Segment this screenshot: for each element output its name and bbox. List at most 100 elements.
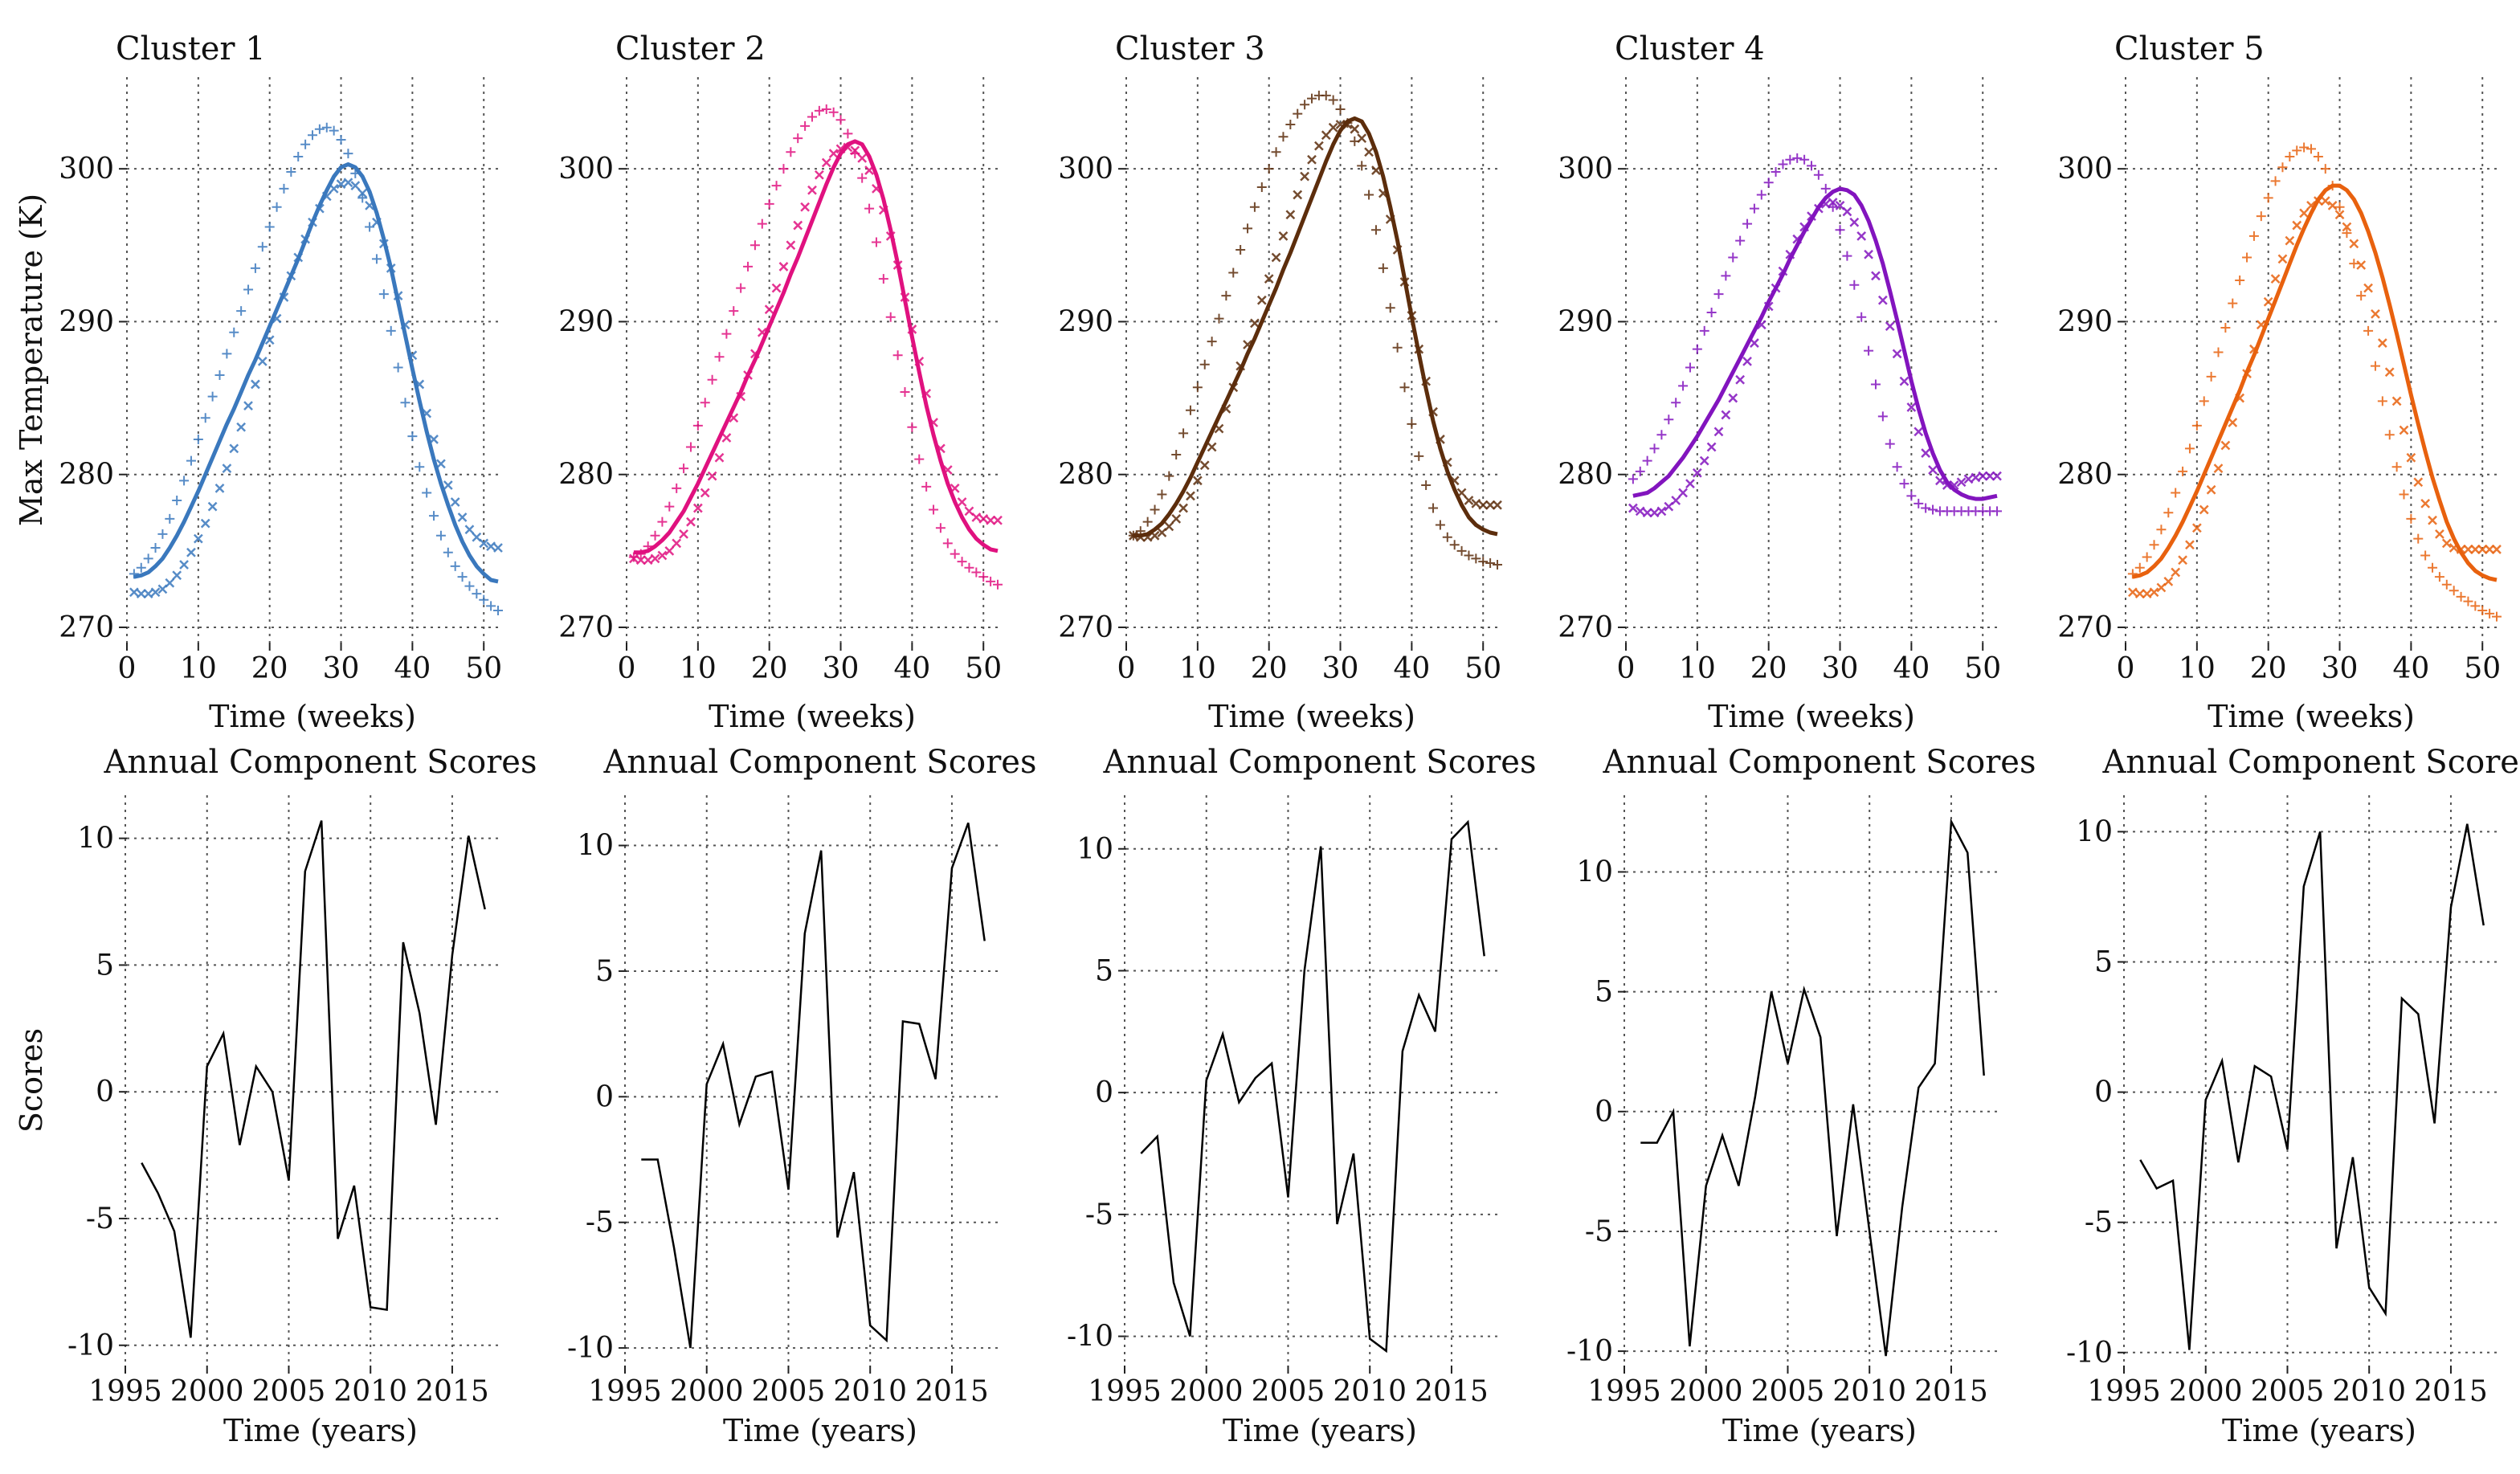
- plus-marker: [2199, 396, 2209, 406]
- plus-marker: [2171, 488, 2181, 498]
- plus-marker: [736, 283, 746, 293]
- x-marker: [179, 560, 189, 570]
- plus-marker: [707, 374, 717, 385]
- plus-marker: [1464, 550, 1474, 561]
- plus-marker: [1171, 449, 1182, 459]
- x-marker: [814, 169, 824, 180]
- x-marker: [2213, 463, 2224, 473]
- x-marker: [1871, 271, 1881, 281]
- x-marker: [1178, 503, 1188, 513]
- plus-marker: [1150, 504, 1160, 515]
- x-tick-label: 2010: [833, 1375, 907, 1408]
- plus-marker: [400, 398, 410, 408]
- x-tick-label: 30: [1822, 652, 1859, 685]
- plus-marker: [1899, 479, 1909, 489]
- plus-marker: [1721, 271, 1731, 281]
- x-marker: [2384, 367, 2395, 378]
- x-marker: [1885, 321, 1895, 332]
- y-tick-label: 0: [96, 1076, 114, 1109]
- y-tick-label: -10: [1566, 1335, 1613, 1368]
- plus-marker: [929, 504, 939, 515]
- plus-marker: [721, 329, 732, 339]
- x-marker: [1186, 491, 1195, 501]
- plus-marker: [1357, 161, 1367, 171]
- plus-marker: [229, 327, 239, 337]
- x-tick-label: 0: [1617, 652, 1636, 685]
- plus-marker: [186, 455, 196, 466]
- x-marker: [1128, 530, 1138, 541]
- plus-marker: [2384, 430, 2395, 440]
- x-marker: [2178, 555, 2187, 566]
- plus-marker: [1378, 263, 1388, 273]
- plus-marker: [2142, 552, 2152, 562]
- plus-marker: [1228, 267, 1239, 278]
- x-tick-label: 2010: [2332, 1375, 2406, 1408]
- plus-marker: [1271, 147, 1281, 157]
- x-marker: [1328, 122, 1338, 133]
- x-marker: [1649, 508, 1660, 518]
- plus-marker: [415, 462, 425, 472]
- plus-marker: [279, 183, 289, 194]
- plus-marker: [1243, 223, 1253, 234]
- y-tick-label: 5: [1095, 954, 1113, 987]
- plus-marker: [700, 398, 710, 408]
- x-marker: [150, 587, 161, 598]
- plus-marker: [1877, 411, 1888, 422]
- x-marker: [778, 262, 789, 272]
- plus-marker: [1414, 451, 1424, 461]
- plus-marker: [1921, 503, 1931, 513]
- plus-marker: [2463, 596, 2473, 606]
- x-tick-label: 1995: [588, 1375, 662, 1408]
- x-tick-label: 2015: [1914, 1375, 1988, 1408]
- x-marker: [1357, 133, 1367, 143]
- x-tick-label: 1995: [2087, 1375, 2161, 1408]
- x-marker: [214, 483, 225, 493]
- plus-marker: [1835, 225, 1845, 235]
- x-marker: [450, 497, 460, 507]
- plus-marker: [2363, 325, 2374, 336]
- x-marker: [2134, 589, 2145, 598]
- x-marker: [1278, 231, 1289, 241]
- score-line: [641, 822, 986, 1349]
- y-tick-label: 5: [2094, 945, 2113, 978]
- plus-marker: [1842, 251, 1852, 261]
- plus-marker: [214, 370, 225, 381]
- x-marker: [129, 587, 139, 598]
- plus-marker: [964, 562, 974, 573]
- x-marker: [1864, 249, 1873, 259]
- score-line: [1140, 819, 1485, 1354]
- y-tick-label: 290: [558, 305, 614, 338]
- x-marker: [978, 513, 989, 524]
- y-tick-label: 270: [558, 611, 614, 644]
- plus-marker: [1485, 558, 1496, 569]
- plus-marker: [2449, 586, 2459, 596]
- plus-marker: [493, 606, 503, 616]
- plus-marker: [336, 135, 346, 145]
- x-marker: [2441, 538, 2452, 549]
- x-marker: [1842, 206, 1852, 217]
- plus-marker: [1642, 455, 1652, 466]
- plus-marker: [1849, 280, 1860, 290]
- y-tick-label: 290: [1058, 305, 1113, 338]
- plus-marker: [407, 431, 418, 442]
- plus-marker: [1421, 480, 1432, 491]
- x-marker: [2220, 440, 2231, 451]
- x-marker: [2435, 529, 2444, 539]
- x-tick-label: 2000: [2169, 1375, 2243, 1408]
- plus-marker: [1142, 517, 1153, 527]
- y-tick-label: -5: [1085, 1198, 1113, 1231]
- plus-marker: [993, 579, 1003, 590]
- x-marker: [493, 543, 503, 553]
- x-marker: [1250, 318, 1260, 329]
- x-marker: [1635, 506, 1645, 517]
- x-tick-label: 10: [2179, 652, 2216, 685]
- y-tick-label: -10: [567, 1332, 614, 1365]
- x-tick-label: 20: [2250, 652, 2287, 685]
- x-marker: [257, 357, 268, 366]
- plus-marker: [1671, 398, 1681, 408]
- plus-marker: [1735, 235, 1746, 246]
- x-marker: [2270, 274, 2281, 284]
- plus-marker: [1913, 498, 1924, 508]
- plus-marker: [2477, 606, 2488, 616]
- x-marker: [1350, 124, 1360, 134]
